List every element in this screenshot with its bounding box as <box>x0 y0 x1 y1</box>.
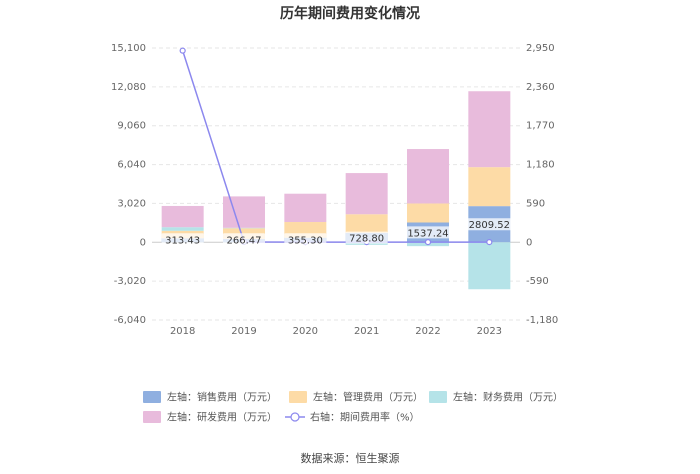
grid-lines <box>152 47 520 321</box>
right-axis-tick-label: 2,950 <box>526 43 555 54</box>
left-axis-tick-label: 15,100 <box>111 43 146 54</box>
legend-color-box <box>143 391 161 403</box>
finance-expense-bar <box>223 227 265 229</box>
legend: 左轴：销售费用（万元） 左轴：管理费用（万元） 左轴：财务费用（万元） 左轴：研发费用… <box>143 391 563 424</box>
right-axis-tick-label: 0 <box>526 237 532 248</box>
x-axis-tick-label: 2020 <box>293 326 318 337</box>
bar-label-bg <box>284 233 327 246</box>
legend-label: 左轴：财务费用（万元） <box>453 391 563 404</box>
right-axis-tick-label: 1,770 <box>526 121 555 132</box>
right-axis-tick-label: 590 <box>526 198 545 209</box>
bar-data-label: 2809.52 <box>469 220 510 231</box>
axes: 15,100 2,950 12,080 2,360 9,060 1,770 6,040 1,1… <box>111 43 558 337</box>
bar-data-label: 313.43 <box>165 235 200 246</box>
bar-data-label: 355.30 <box>288 235 323 246</box>
left-axis-tick-label: 0 <box>140 237 146 248</box>
legend-line-marker <box>290 412 300 422</box>
bar-data-label: 1537.24 <box>407 228 448 239</box>
left-axis-tick-label: 9,060 <box>117 121 146 132</box>
left-axis-tick-label: -6,040 <box>114 315 146 326</box>
admin-expense-bar <box>345 214 388 233</box>
rd-expense-bar <box>284 193 327 223</box>
rd-expense-bar <box>223 196 265 228</box>
rd-expense-bar <box>345 173 388 215</box>
legend-label: 左轴：管理费用（万元） <box>313 391 423 404</box>
right-axis-tick-label: 2,360 <box>526 82 555 93</box>
left-axis-tick-label: 3,020 <box>117 198 146 209</box>
bar-data-label: 728.80 <box>349 234 384 245</box>
rate-line-point <box>179 47 186 54</box>
x-axis-tick-label: 2023 <box>477 326 502 337</box>
bar-data-label: 266.47 <box>227 235 262 246</box>
right-axis-tick-label: -590 <box>526 276 549 287</box>
admin-expense-bar <box>468 167 511 207</box>
finance-expense-bar <box>161 227 204 231</box>
rate-line-point <box>486 238 493 246</box>
bar-label-bg <box>404 226 452 239</box>
source-note: 数据来源：恒生聚源 <box>301 451 400 465</box>
right-axis-tick-label: 1,180 <box>526 160 555 171</box>
rd-expense-bar <box>161 205 204 228</box>
rd-expense-bar <box>468 91 511 168</box>
chart-title: 历年期间费用变化情况 <box>280 5 420 22</box>
admin-expense-bar <box>407 203 449 223</box>
left-axis-tick-label: 6,040 <box>117 160 146 171</box>
rate-line-point <box>424 238 432 246</box>
x-axis-tick-label: 2021 <box>354 326 379 337</box>
legend-color-box <box>429 391 447 403</box>
x-axis-tick-label: 2018 <box>170 326 195 337</box>
bar-labels: 313.43 266.47 355.30 728.80 1537.24 2809.52 <box>161 218 514 246</box>
legend-color-box <box>143 411 161 423</box>
right-axis-tick-label: -1,180 <box>526 315 558 326</box>
rate-line-path <box>181 50 490 243</box>
finance-expense-bar <box>468 242 511 290</box>
rd-expense-bar <box>407 149 449 204</box>
legend-color-box <box>289 391 307 403</box>
bars <box>161 91 511 290</box>
legend-label: 左轴：研发费用（万元） <box>167 411 277 424</box>
x-axis-tick-label: 2022 <box>415 326 440 337</box>
bar-label-bg <box>345 231 388 244</box>
left-axis-tick-label: -3,020 <box>114 276 146 287</box>
bar-label-bg <box>465 218 514 231</box>
bar-label-bg <box>223 233 265 246</box>
bar-label-bg <box>161 233 204 246</box>
legend-label: 左轴：销售费用（万元） <box>167 391 277 404</box>
legend-label: 右轴：期间费用率（%） <box>310 411 420 424</box>
x-axis-tick-label: 2019 <box>231 326 256 337</box>
left-axis-tick-label: 12,080 <box>111 82 146 93</box>
